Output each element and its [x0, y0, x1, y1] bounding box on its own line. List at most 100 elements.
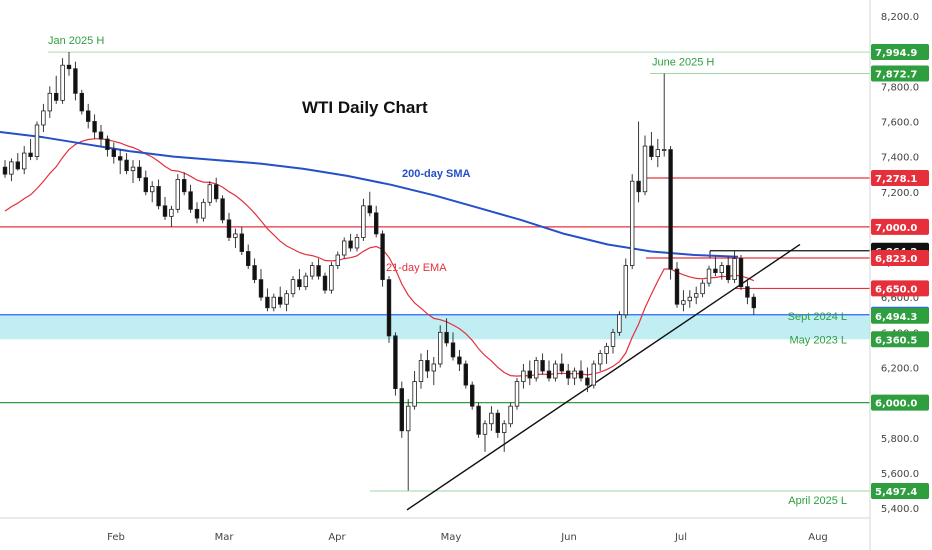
candle	[508, 402, 513, 428]
price-level-box: 7,278.1	[871, 170, 929, 187]
candle	[41, 103, 46, 132]
candle	[623, 258, 628, 319]
price-level-value: 7,872.7	[875, 70, 917, 81]
price-tick-label: 6,200.0	[881, 364, 919, 375]
candle	[194, 202, 200, 224]
candle	[265, 288, 270, 312]
candle	[501, 420, 507, 452]
candle	[367, 191, 372, 217]
candle	[738, 255, 744, 291]
candle	[418, 353, 424, 389]
time-tick-label: Jun	[560, 532, 577, 543]
time-tick-label: Aug	[808, 532, 828, 543]
candle	[220, 195, 225, 224]
level-note: June 2025 H	[652, 57, 714, 69]
time-axis[interactable]: Feb Mar Apr May Jun Jul Aug	[107, 532, 828, 543]
candle	[732, 250, 737, 284]
rising-trendline	[406, 243, 801, 511]
candle	[726, 256, 731, 284]
candle	[489, 406, 494, 431]
candle	[188, 184, 193, 213]
sma-200-line	[0, 131, 739, 258]
price-level-value: 7,278.1	[875, 174, 917, 185]
price-level-value: 5,497.4	[875, 487, 917, 498]
candle	[118, 149, 123, 175]
price-level-box: 6,823.0	[871, 250, 929, 267]
price-level-value: 6,823.0	[875, 254, 917, 265]
time-tick-label: Feb	[107, 532, 125, 543]
candle	[15, 153, 20, 171]
candle	[668, 146, 673, 280]
candle	[21, 146, 27, 175]
candle	[463, 360, 468, 389]
price-level-box: 6,650.0	[871, 280, 929, 297]
indicator-layer	[0, 131, 755, 377]
candle	[156, 179, 161, 210]
price-level-box: 6,000.0	[871, 394, 929, 411]
price-tick-label: 7,600.0	[881, 117, 919, 128]
candle	[290, 276, 296, 298]
candle	[482, 420, 488, 452]
price-level-value: 6,000.0	[875, 399, 917, 410]
price-level-layer	[0, 51, 870, 492]
candle	[706, 265, 712, 287]
candle	[559, 353, 564, 375]
candle	[149, 181, 155, 203]
price-tick-label: 5,600.0	[881, 469, 919, 480]
price-level-value: 6,360.5	[875, 335, 917, 346]
trendline-layer	[406, 243, 801, 511]
price-level-value: 7,994.9	[875, 48, 917, 59]
level-note: Sept 2024 L	[788, 311, 847, 323]
candle	[521, 363, 526, 389]
candle	[175, 174, 180, 213]
candle	[348, 233, 353, 252]
candle	[514, 378, 520, 410]
chart-title: WTI Daily Chart	[302, 98, 428, 117]
price-level-value: 7,000.0	[875, 223, 917, 234]
candle	[687, 290, 692, 308]
candle	[694, 286, 699, 305]
candle	[572, 367, 577, 386]
candle	[649, 131, 654, 161]
candle	[681, 290, 686, 312]
candle	[495, 409, 500, 438]
candle	[469, 381, 475, 410]
price-level-box: 7,994.9	[871, 44, 929, 61]
candle	[636, 121, 641, 203]
time-tick-label: May	[441, 532, 462, 543]
candle	[277, 286, 283, 308]
price-tick-label: 8,200.0	[881, 12, 919, 23]
time-tick-label: Jul	[674, 532, 687, 543]
candles-layer	[2, 52, 756, 491]
candle	[233, 228, 238, 248]
candle	[437, 325, 443, 368]
candle	[617, 311, 622, 336]
candle	[604, 342, 609, 364]
candle	[476, 402, 481, 438]
candle	[405, 399, 411, 491]
candle	[309, 262, 315, 280]
candle	[284, 290, 289, 312]
candle	[578, 360, 584, 382]
candle	[719, 262, 724, 280]
sma-200-label: 200-day SMA	[402, 168, 471, 180]
candle	[354, 233, 360, 252]
candle	[213, 177, 219, 203]
candle	[105, 135, 110, 157]
price-tick-label: 5,800.0	[881, 434, 919, 445]
candle	[713, 256, 718, 277]
time-tick-label: Apr	[328, 532, 346, 543]
candle	[258, 269, 264, 301]
time-tick-label: Mar	[215, 532, 235, 543]
candle	[610, 328, 616, 354]
candle	[111, 142, 116, 164]
level-note: Jan 2025 H	[48, 35, 104, 47]
candle	[162, 197, 168, 220]
candle	[28, 139, 33, 161]
candle	[303, 272, 308, 291]
candle	[47, 86, 52, 118]
candle	[201, 198, 206, 222]
candle	[239, 226, 244, 256]
price-level-box: 7,000.0	[871, 218, 929, 235]
